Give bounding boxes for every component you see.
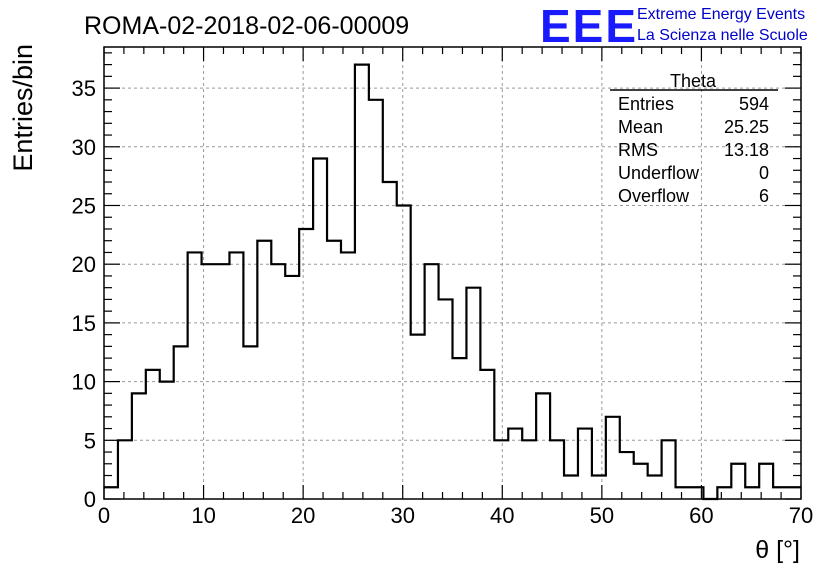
- logo-line2: La Scienza nelle Scuole: [637, 27, 808, 44]
- y-tick-label: 30: [72, 135, 96, 160]
- x-tick-label: 70: [789, 503, 813, 528]
- stats-value: 13.18: [724, 140, 769, 160]
- stats-value: 25.25: [724, 117, 769, 137]
- y-tick-label: 10: [72, 370, 96, 395]
- x-tick-label: 50: [590, 503, 614, 528]
- stats-label: Entries: [618, 94, 674, 114]
- grid-lines: [104, 47, 801, 499]
- chart-title: ROMA-02-2018-02-06-00009: [84, 12, 409, 40]
- y-tick-label: 25: [72, 193, 96, 218]
- y-tick-labels: 0 5 10 15 20 25 30 35: [72, 76, 96, 512]
- stats-label: Mean: [618, 117, 663, 137]
- x-tick-label: 20: [291, 503, 315, 528]
- logo-line1: Extreme Energy Events: [637, 6, 805, 23]
- logo-acronym: EEE: [540, 0, 638, 52]
- y-tick-label: 20: [72, 252, 96, 277]
- histogram-series: [104, 63, 801, 501]
- stats-value: 6: [759, 186, 769, 206]
- stats-title: Theta: [670, 71, 717, 91]
- x-tick-labels: 0 10 20 30 40 50 60 70: [98, 503, 813, 528]
- x-tick-label: 0: [98, 503, 110, 528]
- axis-ticks: [103, 47, 802, 500]
- stats-value: 0: [759, 163, 769, 183]
- plot-frame: [103, 46, 802, 500]
- y-tick-label: 35: [72, 76, 96, 101]
- y-tick-label: 0: [84, 487, 96, 512]
- y-axis-label: Entries/bin: [8, 44, 38, 172]
- x-tick-label: 60: [689, 503, 713, 528]
- stats-box: Theta Entries 594 Mean 25.25 RMS 13.18 Underfl…: [610, 71, 778, 206]
- stats-label: Overflow: [618, 186, 690, 206]
- eee-logo: EEE Extreme Energy Events La Scienza nel…: [540, 0, 808, 52]
- x-axis-label: θ [°]: [755, 536, 800, 564]
- y-tick-label: 15: [72, 311, 96, 336]
- stats-label: Underflow: [618, 163, 700, 183]
- stats-label: RMS: [618, 140, 658, 160]
- y-tick-label: 5: [84, 428, 96, 453]
- x-tick-label: 10: [191, 503, 215, 528]
- x-tick-label: 30: [390, 503, 414, 528]
- stats-value: 594: [739, 94, 769, 114]
- x-tick-label: 40: [490, 503, 514, 528]
